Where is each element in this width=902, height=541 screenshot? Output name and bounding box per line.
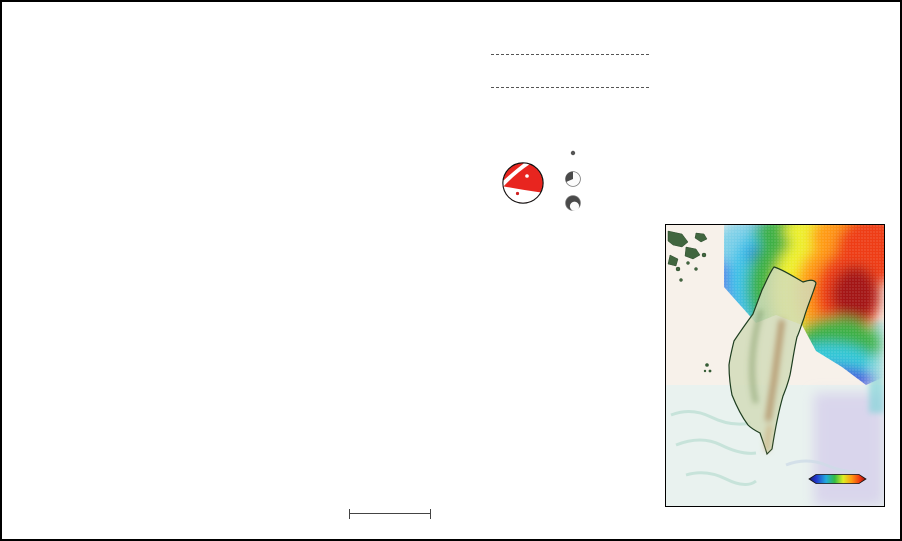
- misfit-reduction-chart: [657, 47, 897, 222]
- bathymetry-texture: [670, 410, 857, 486]
- terrain-shading: [749, 309, 785, 452]
- misfit-legend: [438, 517, 442, 529]
- focal-mechanism-beachball: [502, 162, 544, 204]
- p-axis-dot: [515, 191, 520, 196]
- best-fit-solution-panel: [491, 14, 659, 88]
- plane2-row: [491, 71, 649, 88]
- china-coast-islands: [667, 230, 708, 282]
- taiwan-island: [728, 266, 817, 456]
- penghu-islands: [703, 363, 712, 373]
- iso-pie-icon: [570, 150, 576, 156]
- plane1-row: [491, 55, 649, 71]
- table-header-row: [491, 38, 649, 55]
- nodal-plane-table: [491, 38, 649, 88]
- clvd-pie-icon: [565, 195, 581, 211]
- station-map: [665, 224, 885, 507]
- t-axis-dot: [525, 174, 529, 178]
- mr-colorbar: [808, 474, 867, 484]
- dc-pie-icon: [565, 171, 581, 187]
- time-scalebar: [349, 509, 431, 519]
